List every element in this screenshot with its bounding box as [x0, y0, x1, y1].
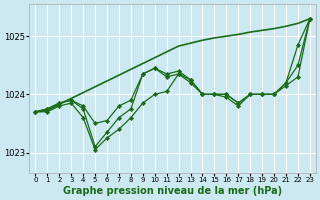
X-axis label: Graphe pression niveau de la mer (hPa): Graphe pression niveau de la mer (hPa) [63, 186, 282, 196]
